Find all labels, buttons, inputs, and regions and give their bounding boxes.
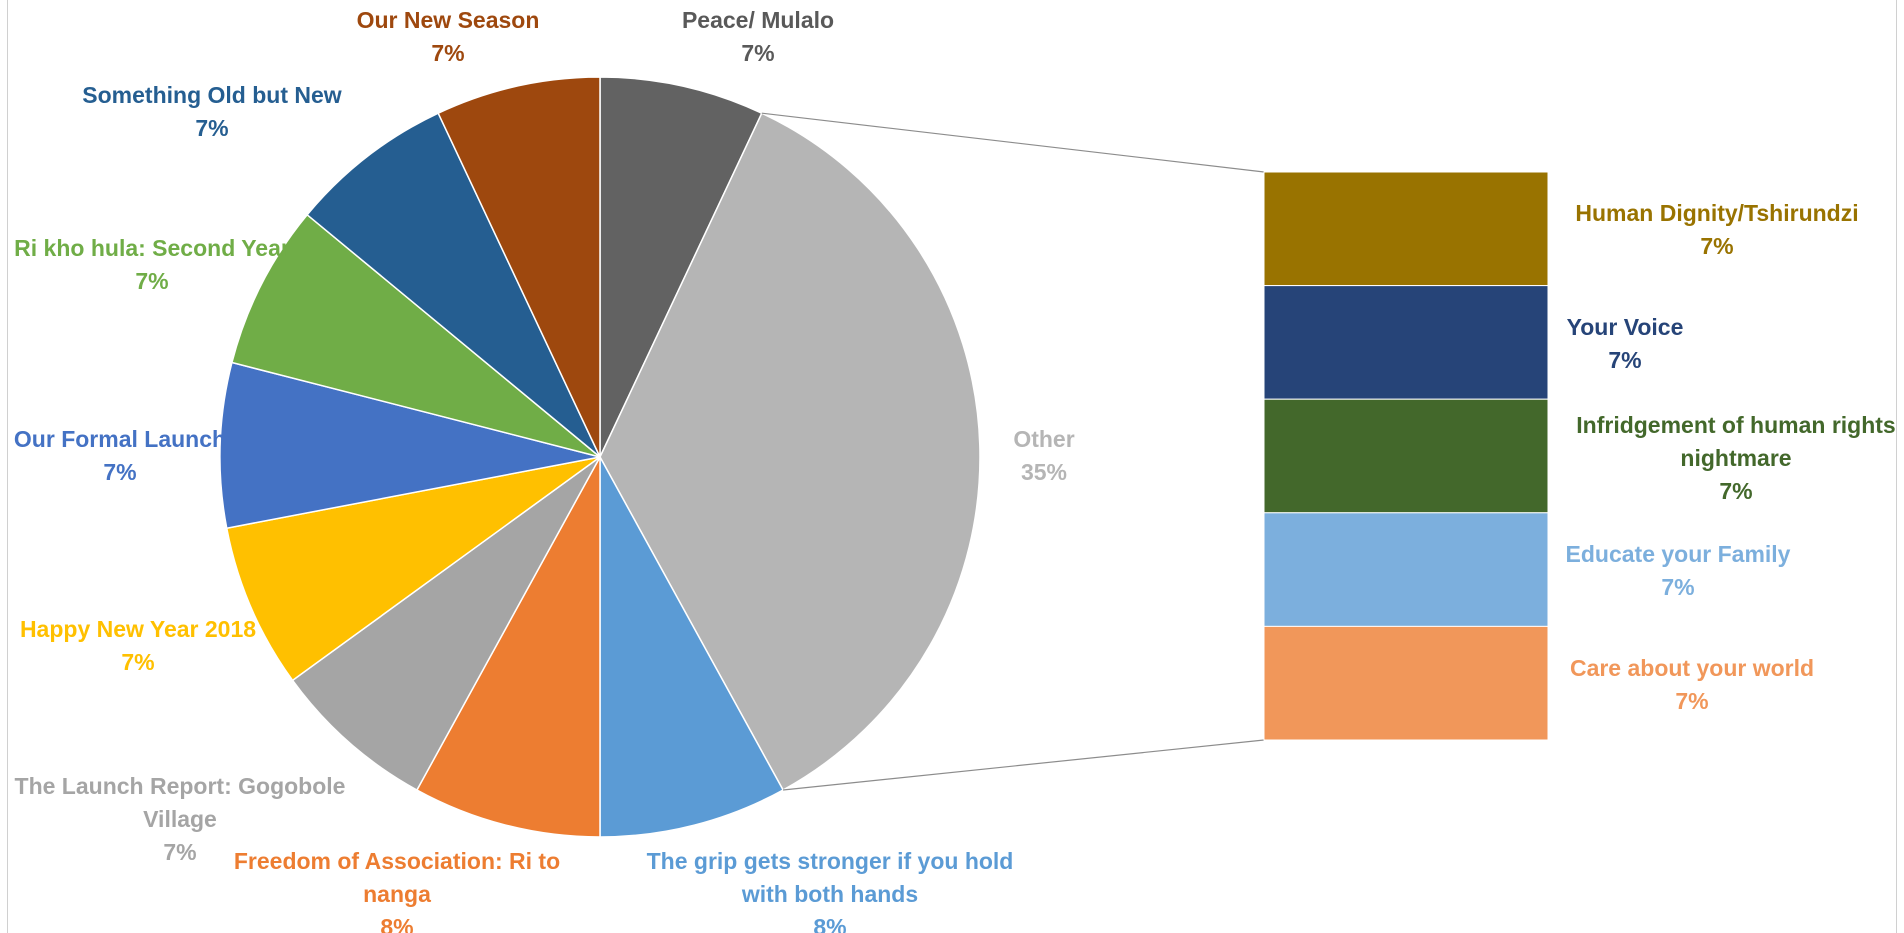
pie-slice-ri-kho-hula-second-year bbox=[231, 213, 601, 458]
connector-line-top bbox=[761, 112, 1265, 173]
left-border-line bbox=[7, 0, 8, 933]
pie-slice-our-new-season bbox=[437, 76, 601, 458]
data-label-happy-new-year-2018: Happy New Year 2018 7% bbox=[20, 616, 256, 675]
pie-slice-something-old-but-new bbox=[306, 112, 601, 458]
pie-slice-the-launch-report-gogobole-village bbox=[291, 456, 601, 792]
data-label-educate-your-family: Educate your Family 7% bbox=[1566, 541, 1791, 600]
pie-slice-the-grip-gets-stronger-if-you-hold-with-both-hands bbox=[599, 456, 785, 838]
data-label-our-new-season: Our New Season 7% bbox=[357, 7, 540, 66]
bar-segment-human-dignity-tshirundzi bbox=[1263, 171, 1549, 287]
data-label-human-dignity-tshirundzi: Human Dignity/Tshirundzi 7% bbox=[1575, 200, 1858, 259]
bar-segment-care-about-your-world bbox=[1263, 625, 1549, 741]
data-label-the-grip-gets-stronger-if-you-hold-with-both-hands: The grip gets stronger if you hold with b… bbox=[647, 848, 1014, 933]
connector-line-bottom bbox=[783, 739, 1265, 791]
pie-slice-freedom-of-association-ri-to-nanga bbox=[415, 456, 601, 838]
connector-lines bbox=[761, 112, 1265, 791]
data-label-the-launch-report-gogobole-village: The Launch Report: Gogobole Village 7% bbox=[15, 773, 346, 865]
pie-slice-peace-mulalo bbox=[599, 76, 763, 458]
data-label-something-old-but-new: Something Old but New 7% bbox=[82, 82, 341, 141]
bar-segment-educate-your-family bbox=[1263, 512, 1549, 627]
data-label-peace-mulalo: Peace/ Mulalo 7% bbox=[682, 7, 834, 66]
pie-slices bbox=[219, 76, 981, 838]
right-border-line bbox=[1896, 0, 1897, 933]
pie-slice-happy-new-year-2018 bbox=[225, 456, 601, 682]
bar-segment-your-voice bbox=[1263, 285, 1549, 400]
bar-segment-infridgement-of-human-rights-nightmare bbox=[1263, 398, 1549, 514]
data-label-infridgement-of-human-rights-nightmare: Infridgement of human rights nightmare 7% bbox=[1576, 412, 1895, 504]
data-label-your-voice: Your Voice 7% bbox=[1567, 314, 1684, 373]
pie-slice-other bbox=[599, 112, 981, 792]
bar-segments bbox=[1263, 171, 1549, 741]
pie-slice-our-formal-launch bbox=[219, 361, 601, 530]
data-labels: Peace/ Mulalo 7% Other 35% The grip gets str… bbox=[14, 7, 1896, 933]
data-label-our-formal-launch: Our Formal Launch 7% bbox=[14, 426, 226, 485]
data-label-care-about-your-world: Care about your world 7% bbox=[1570, 655, 1814, 714]
data-label-freedom-of-association-ri-to-nanga: Freedom of Association: Ri to nanga 8% bbox=[234, 848, 560, 933]
data-label-ri-kho-hula-second-year: Ri kho hula: Second Year 7% bbox=[14, 235, 290, 294]
data-label-other: Other 35% bbox=[1013, 426, 1074, 485]
